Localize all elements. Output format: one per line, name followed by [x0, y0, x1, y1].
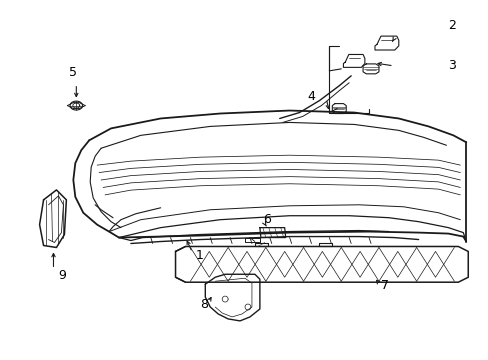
- Text: 9: 9: [59, 269, 66, 282]
- Text: 5: 5: [69, 66, 77, 79]
- Text: 1: 1: [195, 249, 203, 262]
- Text: 4: 4: [307, 90, 315, 103]
- Text: 8: 8: [200, 297, 208, 311]
- Text: 3: 3: [447, 59, 455, 72]
- Text: 6: 6: [263, 213, 270, 226]
- Text: 7: 7: [380, 279, 388, 292]
- Text: 2: 2: [447, 19, 455, 32]
